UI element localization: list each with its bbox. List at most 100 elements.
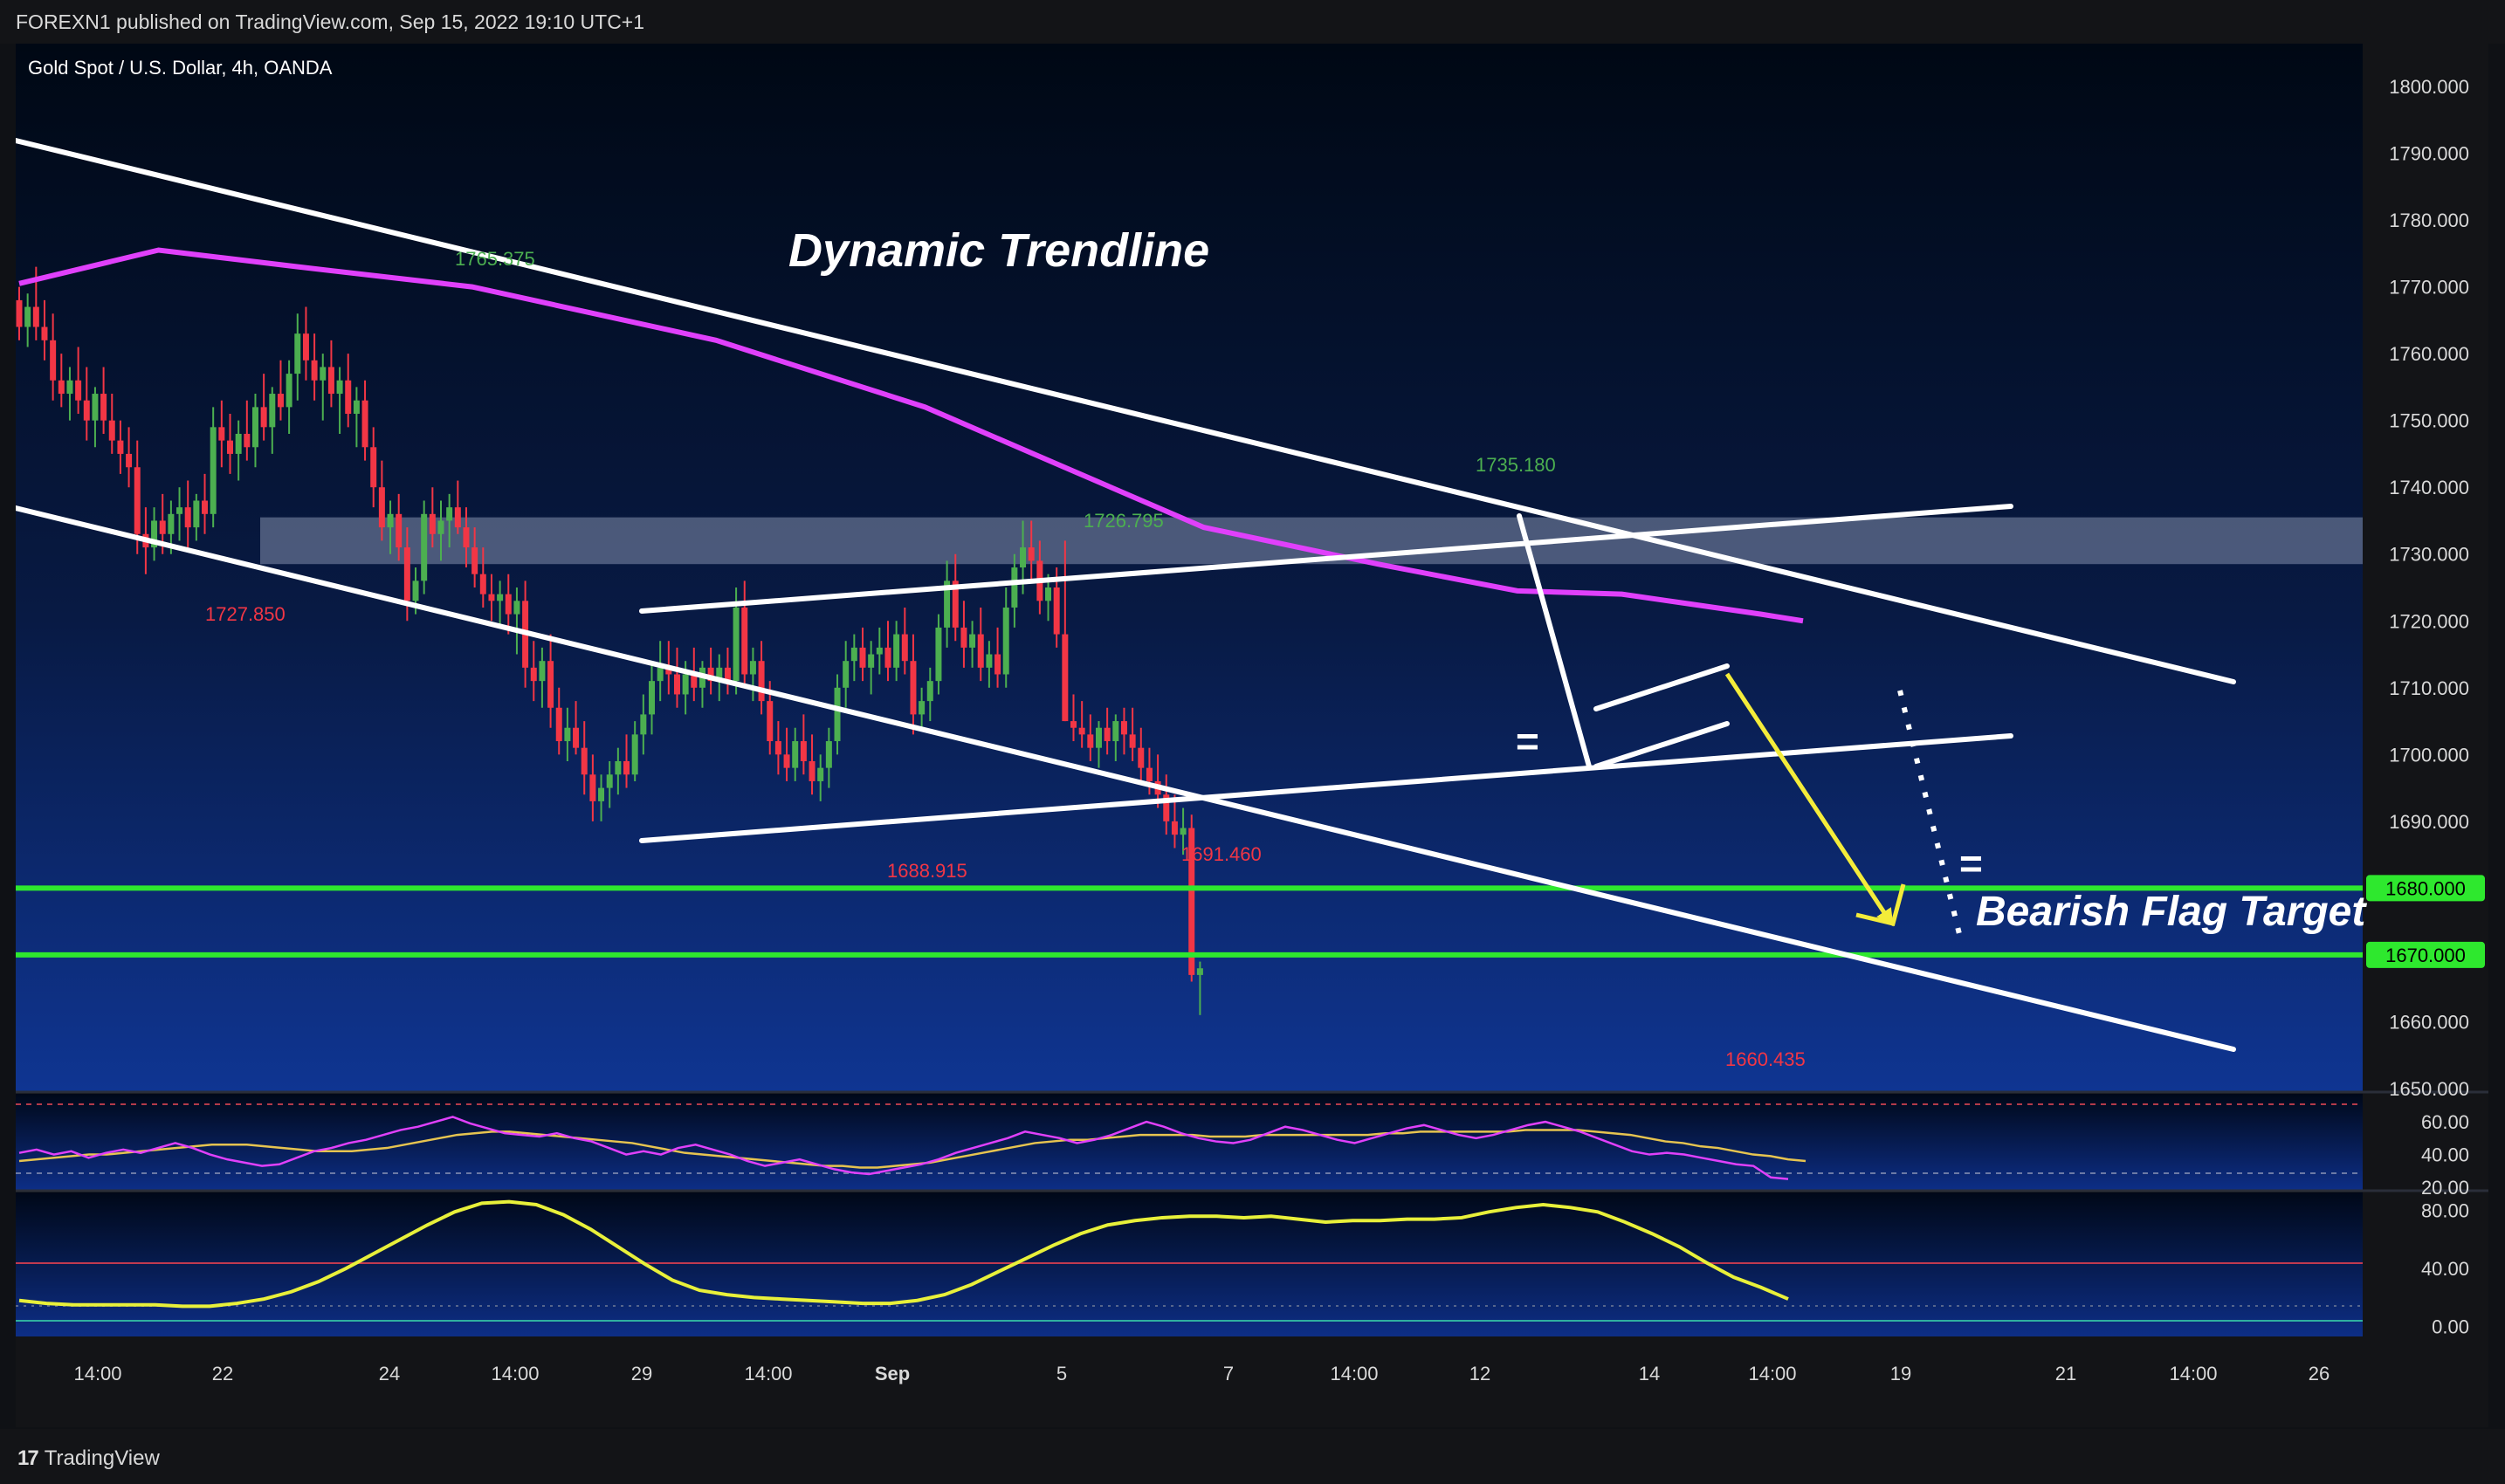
candle-body — [134, 467, 141, 534]
time-axis-tick: 26 — [2309, 1363, 2330, 1384]
candle-body — [910, 661, 917, 715]
candle-body — [1138, 747, 1145, 768]
price-axis-tick: 1660.000 — [2389, 1011, 2469, 1033]
candle-body — [926, 681, 933, 702]
candle-body — [809, 760, 816, 781]
candle-body — [75, 380, 82, 401]
candle-body — [606, 774, 613, 788]
candle-body — [547, 661, 554, 708]
candle-body — [749, 661, 756, 675]
time-axis-tick: 22 — [212, 1363, 233, 1384]
candle-body — [513, 601, 520, 615]
oscillator-pane-background — [16, 1192, 2363, 1336]
price-axis-tick: 1760.000 — [2389, 343, 2469, 365]
candle-body — [1070, 721, 1077, 728]
level-badge-1670-text: 1670.000 — [2385, 945, 2466, 966]
price-chart[interactable]: Dynamic Trendline Bearish Flag Target = … — [16, 44, 2488, 1427]
candle-body — [311, 360, 318, 381]
candle-body — [640, 714, 647, 735]
time-axis-tick: Sep — [875, 1363, 910, 1384]
price-axis-tick: 1710.000 — [2389, 677, 2469, 699]
candle-body — [1129, 734, 1136, 748]
candle-body — [1028, 547, 1035, 561]
price-label-high: 1765.375 — [455, 248, 535, 270]
candle-body — [497, 594, 504, 601]
time-axis-tick: 14 — [1639, 1363, 1660, 1384]
candle-body — [960, 627, 967, 648]
rsi-pane: 60.00 40.00 20.00 — [16, 1103, 2469, 1199]
candle-body — [168, 513, 175, 534]
tradingview-brand-text: TradingView — [44, 1446, 160, 1470]
resistance-zone — [260, 517, 2363, 565]
candle-body — [218, 427, 225, 441]
candle-body — [792, 741, 799, 768]
candle-body — [884, 647, 891, 668]
candle-body — [783, 754, 790, 768]
price-axis-tick: 1690.000 — [2389, 811, 2469, 833]
candle-body — [100, 394, 107, 421]
candle-body — [1053, 587, 1060, 635]
candlestick-series — [16, 266, 1203, 1015]
candle-body — [159, 520, 166, 534]
candle-body — [573, 727, 580, 748]
time-axis-tick: 29 — [631, 1363, 652, 1384]
candle-body — [1020, 547, 1027, 568]
candle-body — [1045, 587, 1052, 601]
time-axis-tick: 19 — [1890, 1363, 1911, 1384]
candle-body — [581, 747, 588, 775]
candle-body — [682, 674, 689, 695]
bearish-projection-arrow — [1724, 672, 1894, 927]
candle-body — [412, 581, 419, 601]
candle-body — [302, 333, 309, 361]
time-axis: 14:00 22 24 14:00 29 14:00 Sep 5 7 14:00 12 14 14:00… — [73, 1363, 2330, 1384]
candle-body — [50, 340, 57, 381]
candle-body — [986, 654, 993, 668]
candle-body — [952, 581, 959, 628]
rsi-axis-tick: 40.00 — [2421, 1144, 2469, 1166]
candle-body — [277, 394, 284, 408]
flagpole-line — [1517, 513, 1592, 769]
price-labels: 1765.375 1727.850 1726.795 1735.180 1688… — [205, 248, 1806, 1070]
equal-sign-left: = — [1516, 718, 1539, 764]
flag-upper-line — [639, 504, 2013, 614]
candle-body — [235, 433, 242, 454]
oscillator-axis-tick: 80.00 — [2421, 1200, 2469, 1222]
candle-body — [859, 647, 866, 668]
price-axis-tick: 1650.000 — [2389, 1078, 2469, 1100]
candle-body — [758, 661, 765, 702]
candle-body — [244, 433, 251, 448]
candle-body — [83, 400, 90, 421]
candle-body — [345, 380, 352, 415]
candle-body — [901, 634, 908, 662]
candle-body — [1095, 727, 1102, 748]
candle-body — [320, 367, 327, 381]
chart-frame[interactable]: Dynamic Trendline Bearish Flag Target = … — [16, 44, 2488, 1427]
candle-body — [716, 667, 723, 682]
arrow-head — [1855, 883, 1906, 926]
candle-body — [843, 661, 850, 688]
time-axis-tick: 5 — [1056, 1363, 1067, 1384]
candle-body — [555, 707, 562, 742]
candle-body — [665, 667, 672, 675]
time-axis-tick: 24 — [379, 1363, 400, 1384]
candle-body — [1078, 727, 1085, 735]
price-axis-tick: 1700.000 — [2389, 744, 2469, 766]
small-flag-lower-line — [1593, 721, 1730, 769]
candle-body — [850, 647, 857, 662]
price-axis-tick: 1730.000 — [2389, 544, 2469, 566]
candle-body — [1163, 794, 1170, 821]
candle-body — [361, 400, 368, 448]
bearish-flag-target-label: Bearish Flag Target — [1976, 889, 2367, 935]
publisher-text: FOREXN1 published on TradingView.com, Se… — [16, 10, 645, 33]
candle-body — [1120, 721, 1127, 735]
price-label-high: 1726.795 — [1084, 510, 1164, 532]
tradingview-brand[interactable]: 17 TradingView — [17, 1446, 160, 1471]
candle-body — [24, 306, 31, 327]
publisher-header: FOREXN1 published on TradingView.com, Se… — [0, 0, 2505, 44]
candle-body — [539, 661, 546, 682]
price-axis-tick: 1790.000 — [2389, 143, 2469, 165]
time-axis-tick: 14:00 — [744, 1363, 792, 1384]
candle-body — [16, 299, 23, 327]
candle-body — [193, 500, 200, 528]
footer-bar: 17 TradingView — [0, 1429, 2505, 1484]
